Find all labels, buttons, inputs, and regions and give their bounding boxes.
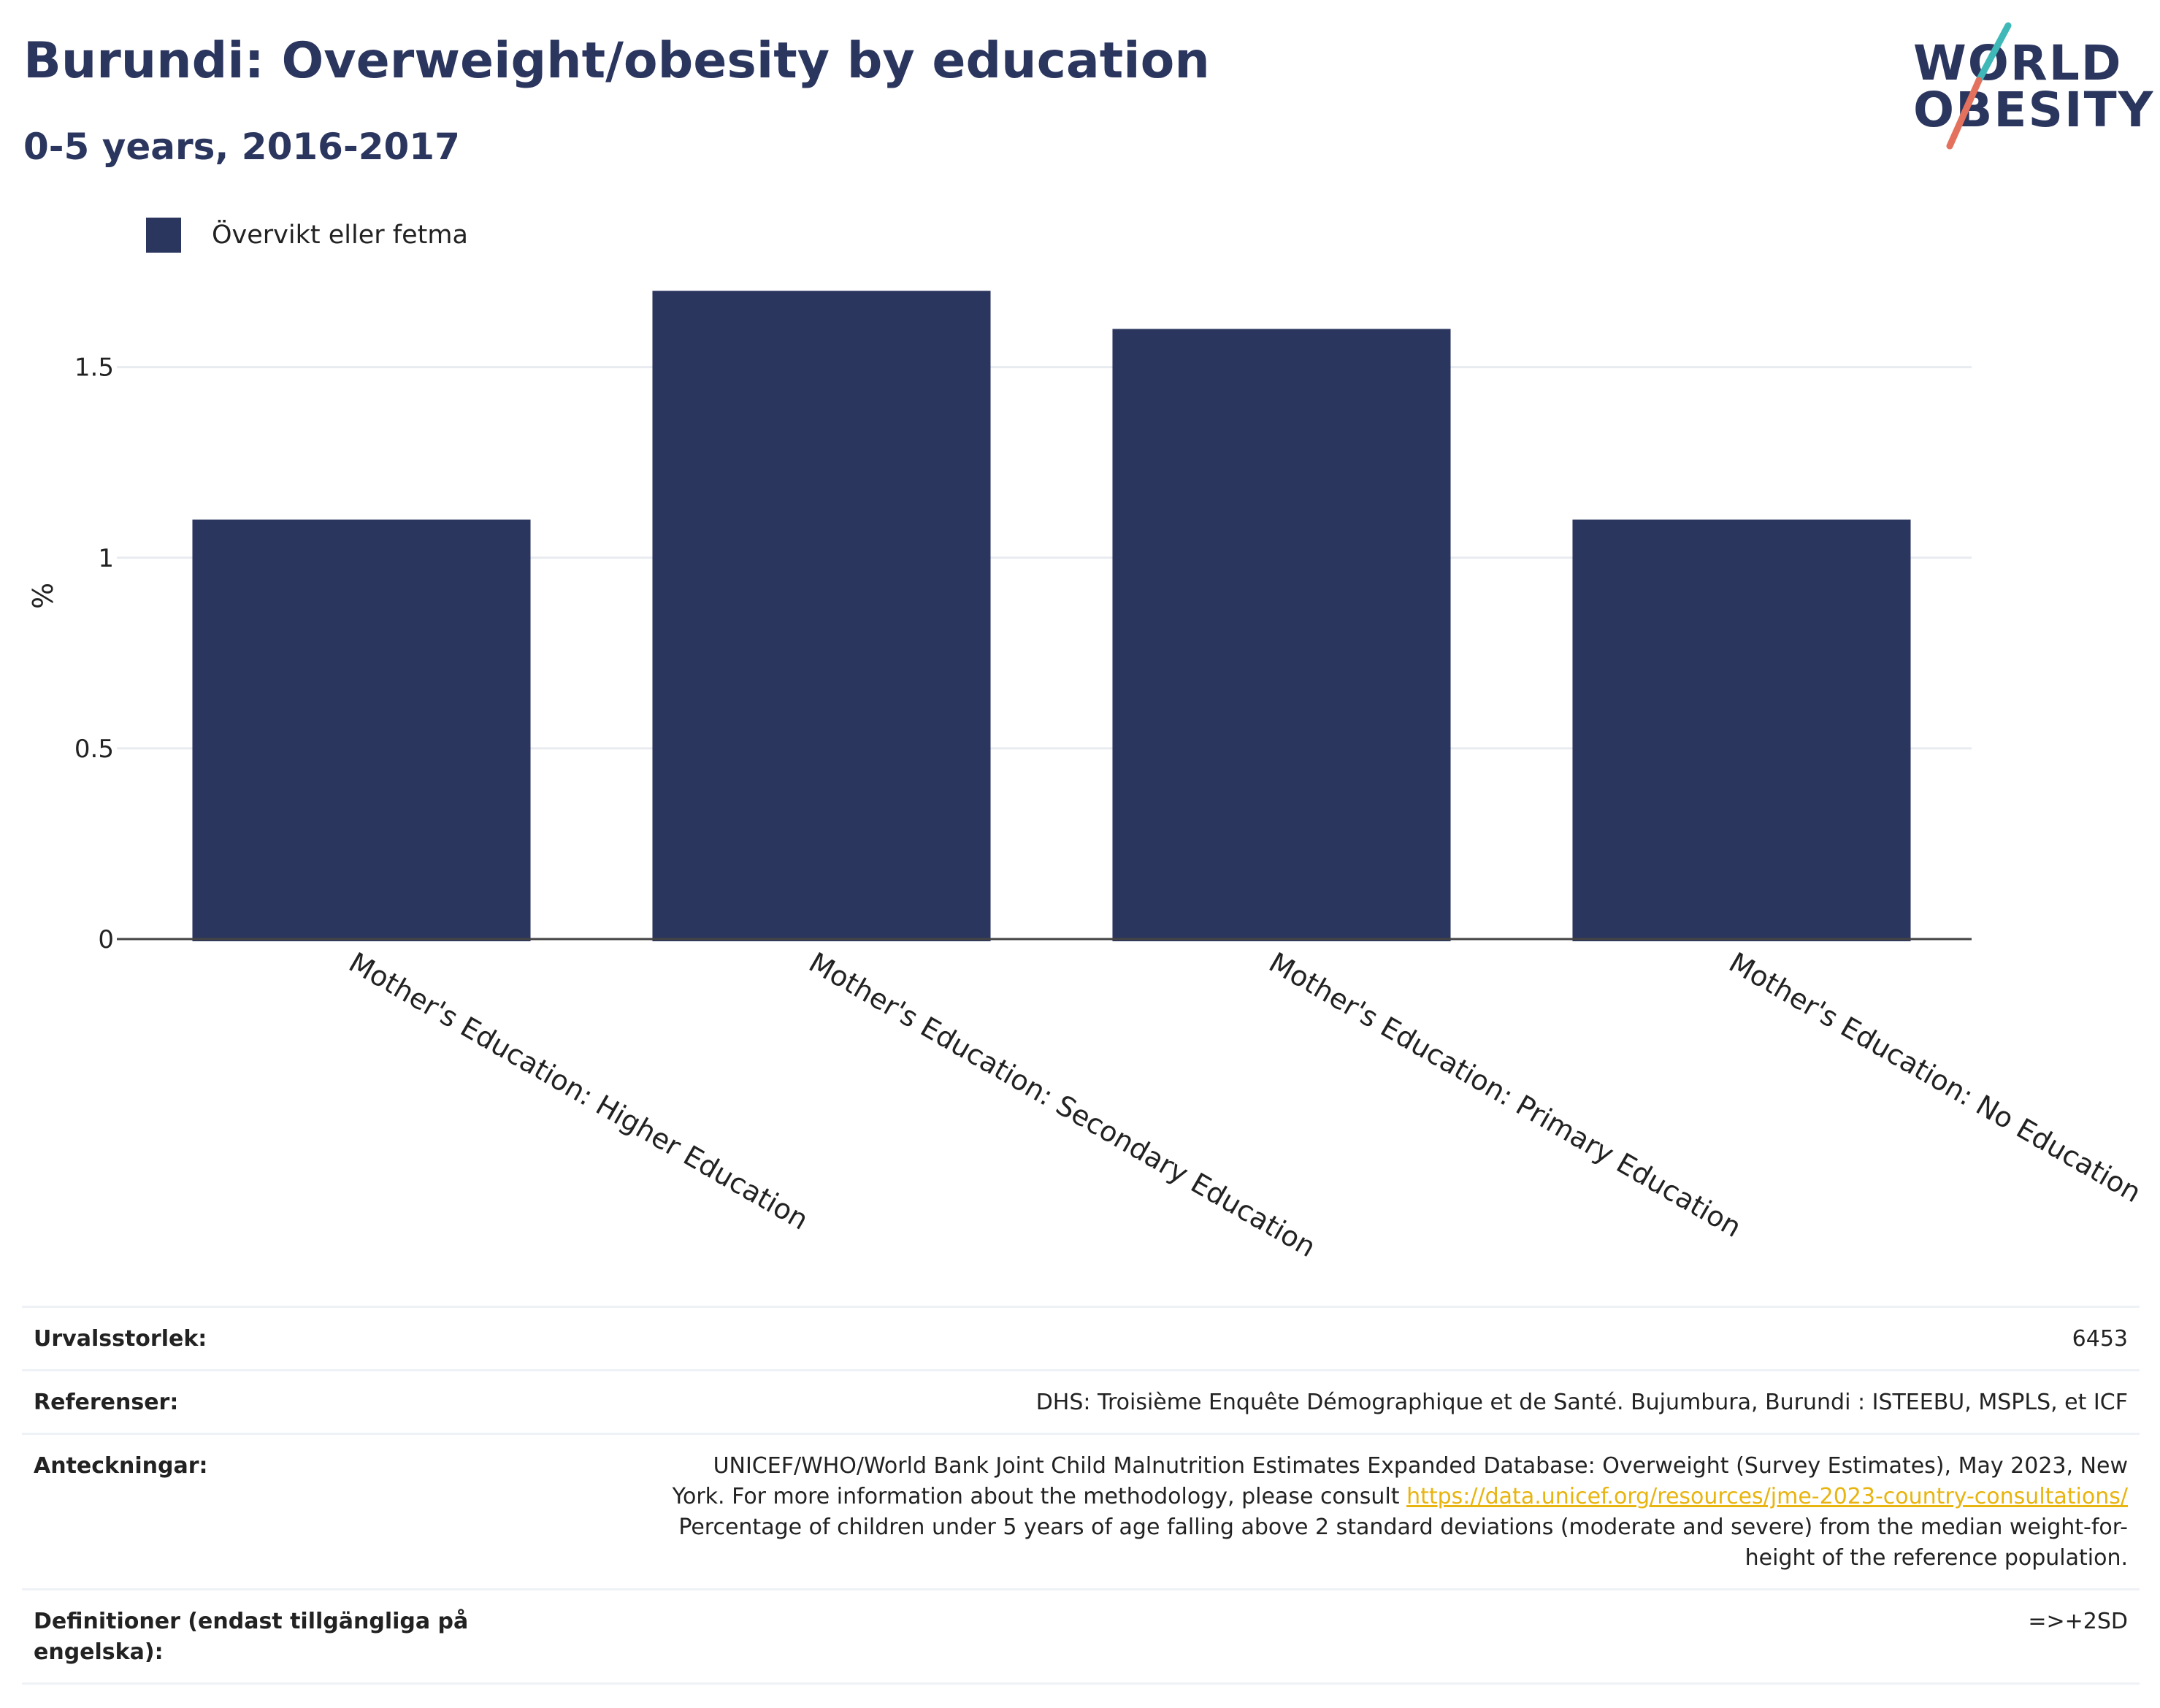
x-tick-label: Mother's Education: Higher Education — [344, 946, 814, 1236]
y-tick-label: 1 — [98, 544, 114, 573]
notes-line-4: height of the reference population. — [1745, 1545, 2128, 1571]
logo-line-obesity: OBESITY — [1913, 82, 2155, 138]
x-tick-label: Mother's Education: No Education — [1724, 946, 2147, 1209]
world-obesity-logo: WORLD OBESITY — [1899, 22, 2153, 153]
info-row-sample-size: Urvalsstorlek: 6453 — [22, 1306, 2140, 1369]
bar — [1112, 329, 1451, 941]
y-tick-label: 0 — [98, 925, 114, 954]
chart-subtitle: 0-5 years, 2016-2017 — [23, 126, 460, 168]
definitions-label-line-2: engelska): — [34, 1639, 164, 1665]
sample-size-label: Urvalsstorlek: — [34, 1326, 207, 1352]
notes-label: Anteckningar: — [34, 1453, 208, 1479]
logo-line-world: WORLD — [1913, 35, 2123, 91]
logo-slash-icon — [1946, 22, 2012, 150]
references-label: Referenser: — [34, 1390, 179, 1415]
info-row-references: Referenser: DHS: Troisième Enquête Démog… — [22, 1369, 2140, 1433]
y-axis-label: % — [27, 583, 59, 609]
definitions-label: Definitioner (endast tillgängliga på eng… — [34, 1606, 501, 1668]
notes-line-2: York. For more information about the met… — [501, 1482, 2128, 1512]
notes-value: UNICEF/WHO/World Bank Joint Child Malnut… — [501, 1451, 2128, 1574]
bar-chart: 0 0.5 1 1.5% Mother's Education: Higher Educ… — [27, 291, 2147, 1264]
notes-line-1: UNICEF/WHO/World Bank Joint Child Malnut… — [713, 1453, 2128, 1479]
chart-legend[interactable]: Övervikt eller fetma — [146, 216, 468, 254]
y-tick-label: 1.5 — [74, 353, 114, 383]
info-row-definitions: Definitioner (endast tillgängliga på eng… — [22, 1588, 2140, 1685]
x-tick-label: Mother's Education: Primary Education — [1264, 946, 1747, 1244]
notes-line-2-prefix: York. For more information about the met… — [672, 1484, 1400, 1509]
legend-label: Övervikt eller fetma — [212, 221, 468, 250]
chart-title: Burundi: Overweight/obesity by education — [23, 32, 1210, 90]
sample-size-value: 6453 — [2072, 1326, 2128, 1352]
y-tick-label: 0.5 — [74, 735, 114, 764]
x-tick-label: Mother's Education: Secondary Education — [804, 946, 1322, 1264]
definitions-label-line-1: Definitioner (endast tillgängliga på — [34, 1609, 469, 1634]
info-table: Urvalsstorlek: 6453 Referenser: DHS: Tro… — [22, 1306, 2140, 1685]
bar — [1572, 519, 1911, 941]
references-value: DHS: Troisième Enquête Démographique et … — [1035, 1390, 2128, 1415]
info-row-notes: Anteckningar: UNICEF/WHO/World Bank Join… — [22, 1433, 2140, 1588]
notes-line-3: Percentage of children under 5 years of … — [678, 1514, 2128, 1540]
notes-methodology-link[interactable]: https://data.unicef.org/resources/jme-20… — [1406, 1484, 2128, 1509]
bar — [192, 519, 531, 941]
definitions-value: =>+2SD — [2028, 1609, 2128, 1634]
bar — [652, 291, 991, 941]
legend-swatch — [146, 218, 181, 253]
